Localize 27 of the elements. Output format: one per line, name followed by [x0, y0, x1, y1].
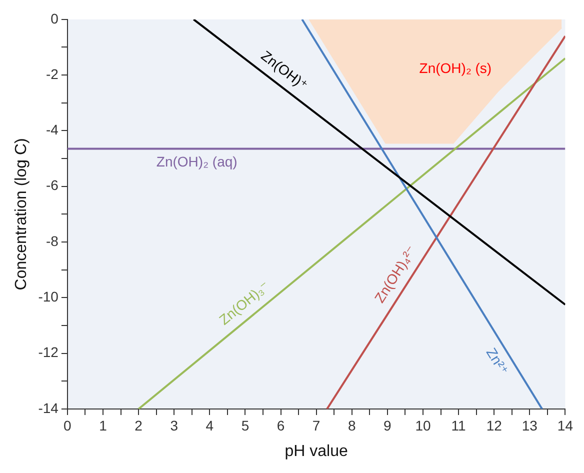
x-tick-label: 12 — [486, 417, 502, 434]
x-tick-label: 3 — [170, 417, 178, 434]
y-tick-label: -6 — [46, 177, 59, 194]
y-tick-label: 0 — [50, 10, 59, 26]
x-tick-label: 6 — [276, 417, 285, 434]
y-tick-label: -10 — [38, 288, 59, 305]
x-tick-label: 1 — [99, 417, 108, 434]
x-tick-label: 4 — [206, 417, 214, 434]
y-tick-label: -8 — [46, 232, 59, 249]
series-label: Zn(OH)₂ (s) — [419, 60, 492, 76]
y-tick-label: -14 — [38, 400, 59, 416]
x-tick-label: 0 — [64, 417, 72, 434]
y-axis-title: Concentration (log C) — [13, 138, 30, 290]
y-tick-label: -4 — [46, 122, 59, 138]
x-axis-title: pH value — [284, 442, 348, 460]
x-tick-label: 14 — [557, 417, 574, 434]
x-tick-label: 9 — [384, 417, 392, 434]
y-tick-label: -12 — [38, 344, 59, 360]
x-tick-label: 13 — [522, 417, 538, 434]
x-tick-label: 5 — [241, 417, 250, 434]
x-tick-label: 2 — [134, 417, 143, 434]
x-tick-label: 8 — [348, 417, 356, 434]
x-tick-label: 7 — [312, 417, 320, 434]
x-tick-label: 11 — [451, 417, 466, 434]
y-tick-label: -2 — [46, 66, 59, 82]
x-tick-label: 10 — [415, 417, 431, 434]
series-label: Zn(OH)₂ (aq) — [156, 154, 238, 170]
